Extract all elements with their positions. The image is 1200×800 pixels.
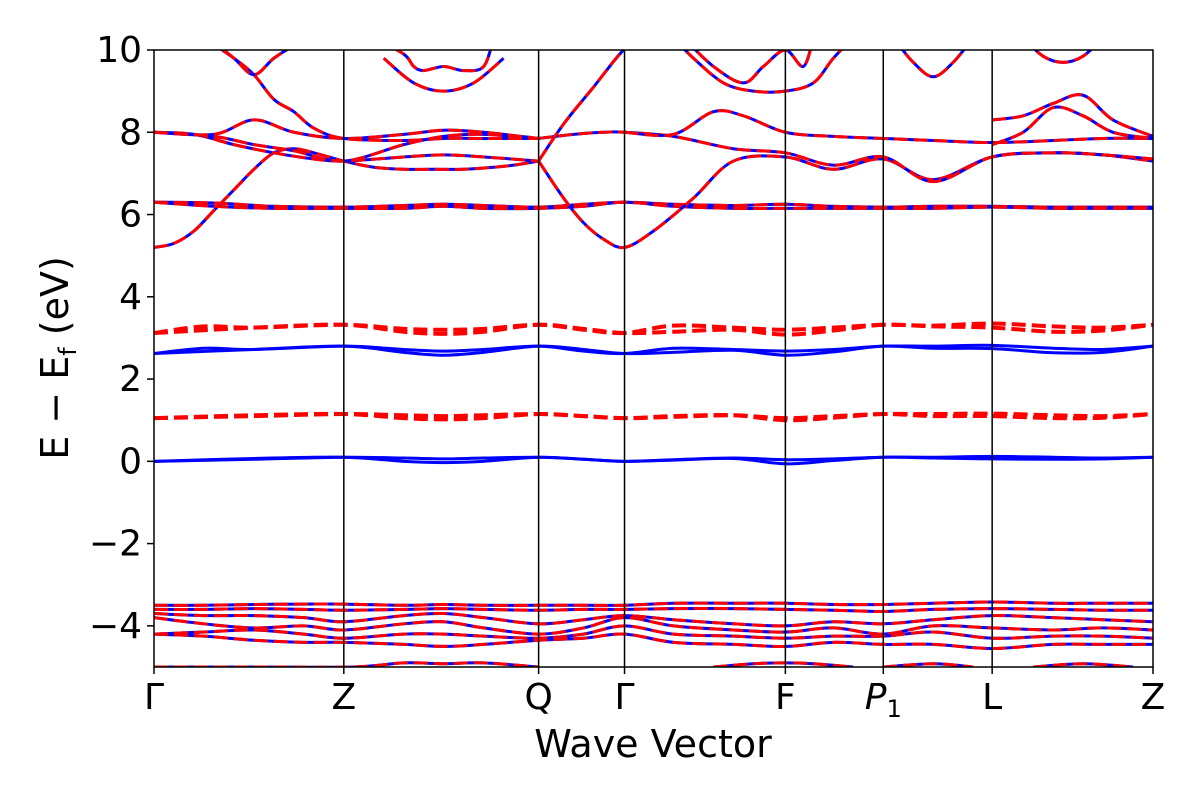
y-axis-title-unit: (eV) <box>33 256 77 347</box>
x-tick-label: Z <box>1141 677 1166 718</box>
kpoint-divider-lines <box>343 50 993 667</box>
band-line-spin-down <box>538 130 1153 184</box>
band-line-spin-down <box>1033 50 1093 64</box>
y-tick-label: 4 <box>119 277 142 318</box>
band-line-spin-down <box>219 50 539 142</box>
y-axis-title: E − Ef (eV) <box>33 256 82 460</box>
x-tick-label: Γ <box>614 677 634 718</box>
x-tick-label: F <box>775 677 796 718</box>
y-tick-label: 8 <box>119 112 142 153</box>
band-line-spin-down <box>394 50 492 73</box>
band-line-spin-down <box>154 411 1153 423</box>
y-axis-title-main: E − E <box>33 356 77 460</box>
band-line-spin-down <box>154 661 539 667</box>
band-line-spin-down <box>154 147 539 249</box>
y-tick-label: 2 <box>119 359 142 400</box>
band-line-spin-down <box>1033 662 1134 667</box>
x-tick-label: Γ <box>144 677 164 718</box>
band-line-spin-down <box>154 118 539 140</box>
band-line-spin-down <box>991 93 1153 138</box>
band-line-spin-down <box>154 616 1153 636</box>
y-tick-label: 0 <box>119 441 142 482</box>
y-tick-label: 6 <box>119 195 142 236</box>
y-tick-label: 10 <box>96 30 142 71</box>
x-tick-label: Z <box>331 677 356 718</box>
band-line-spin-down <box>693 50 812 85</box>
band-line-spin-down <box>537 50 626 162</box>
x-tick-label: Q <box>524 677 552 718</box>
x-tick-label: P1 <box>865 677 902 723</box>
y-axis-title-subscript: f <box>54 347 82 356</box>
plot-frame <box>153 49 1154 668</box>
band-line-spin-down <box>682 50 844 94</box>
band-line-spin-down <box>221 50 290 77</box>
band-line-spin-down <box>382 57 505 93</box>
band-line-spin-down <box>624 109 1153 145</box>
x-axis-ticks: Γ Z Q Γ F P1 L Z <box>144 667 1165 723</box>
x-tick-label: L <box>982 677 1002 718</box>
y-tick-label: −4 <box>89 606 142 647</box>
band-line-spin-down <box>900 50 966 79</box>
y-axis-ticks: 10 8 6 4 2 0 −2 −4 <box>89 30 154 647</box>
band-line-spin-down <box>154 130 539 163</box>
x-axis-title: Wave Vector <box>534 722 772 766</box>
band-line-spin-down <box>883 662 974 667</box>
y-tick-label: −2 <box>89 524 142 565</box>
band-line-spin-down <box>991 105 1153 147</box>
